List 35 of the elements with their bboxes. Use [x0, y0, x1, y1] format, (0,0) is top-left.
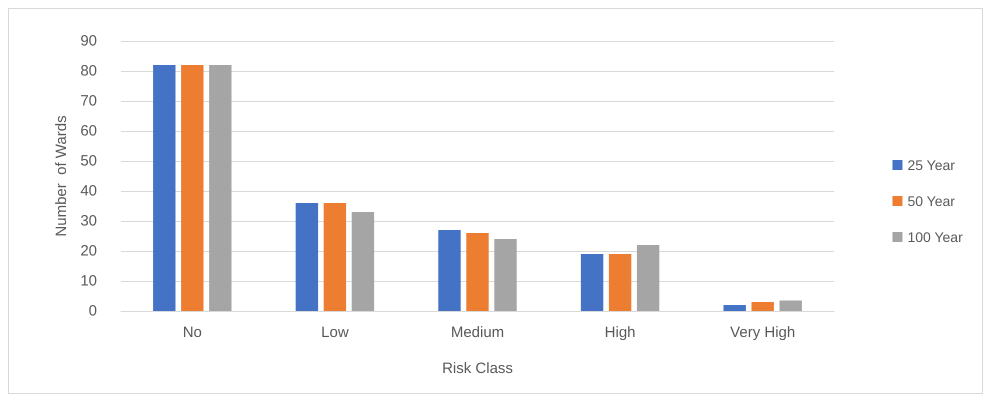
bar	[153, 65, 176, 311]
x-tick-label: High	[604, 324, 636, 341]
y-tick-label: 80	[80, 62, 97, 80]
bar	[324, 203, 346, 311]
y-tick-label: 70	[80, 92, 97, 110]
y-tick-label: 90	[80, 32, 97, 50]
bar	[209, 65, 232, 311]
x-tick-label: Medium	[450, 324, 504, 341]
y-tick-label: 60	[80, 122, 97, 140]
y-tick-label: 50	[80, 152, 97, 170]
bar	[296, 203, 318, 311]
y-tick-label: 20	[80, 242, 97, 260]
y-axis-title: Number of Wards	[53, 115, 70, 237]
x-tick-label: Low	[321, 324, 349, 341]
bar	[580, 254, 604, 311]
x-axis-title: Risk Class	[442, 360, 513, 377]
x-tick-label: Very High	[730, 324, 796, 341]
bar	[780, 300, 802, 311]
legend-label: 100 Year	[907, 229, 964, 245]
bar	[466, 233, 489, 311]
bar	[494, 239, 517, 311]
x-tick-label: No	[182, 324, 202, 341]
y-tick-label: 0	[88, 302, 97, 320]
y-tick-label: 10	[80, 272, 97, 290]
legend-label: 50 Year	[907, 193, 956, 209]
bar	[636, 245, 660, 311]
bar	[438, 230, 461, 311]
bar	[723, 305, 746, 311]
legend-label: 25 Year	[907, 157, 956, 173]
y-tick-label: 30	[80, 212, 97, 230]
bar	[751, 302, 774, 311]
bar	[181, 65, 204, 311]
bar	[608, 254, 632, 311]
y-tick-label: 40	[80, 182, 97, 200]
bar	[352, 212, 374, 311]
